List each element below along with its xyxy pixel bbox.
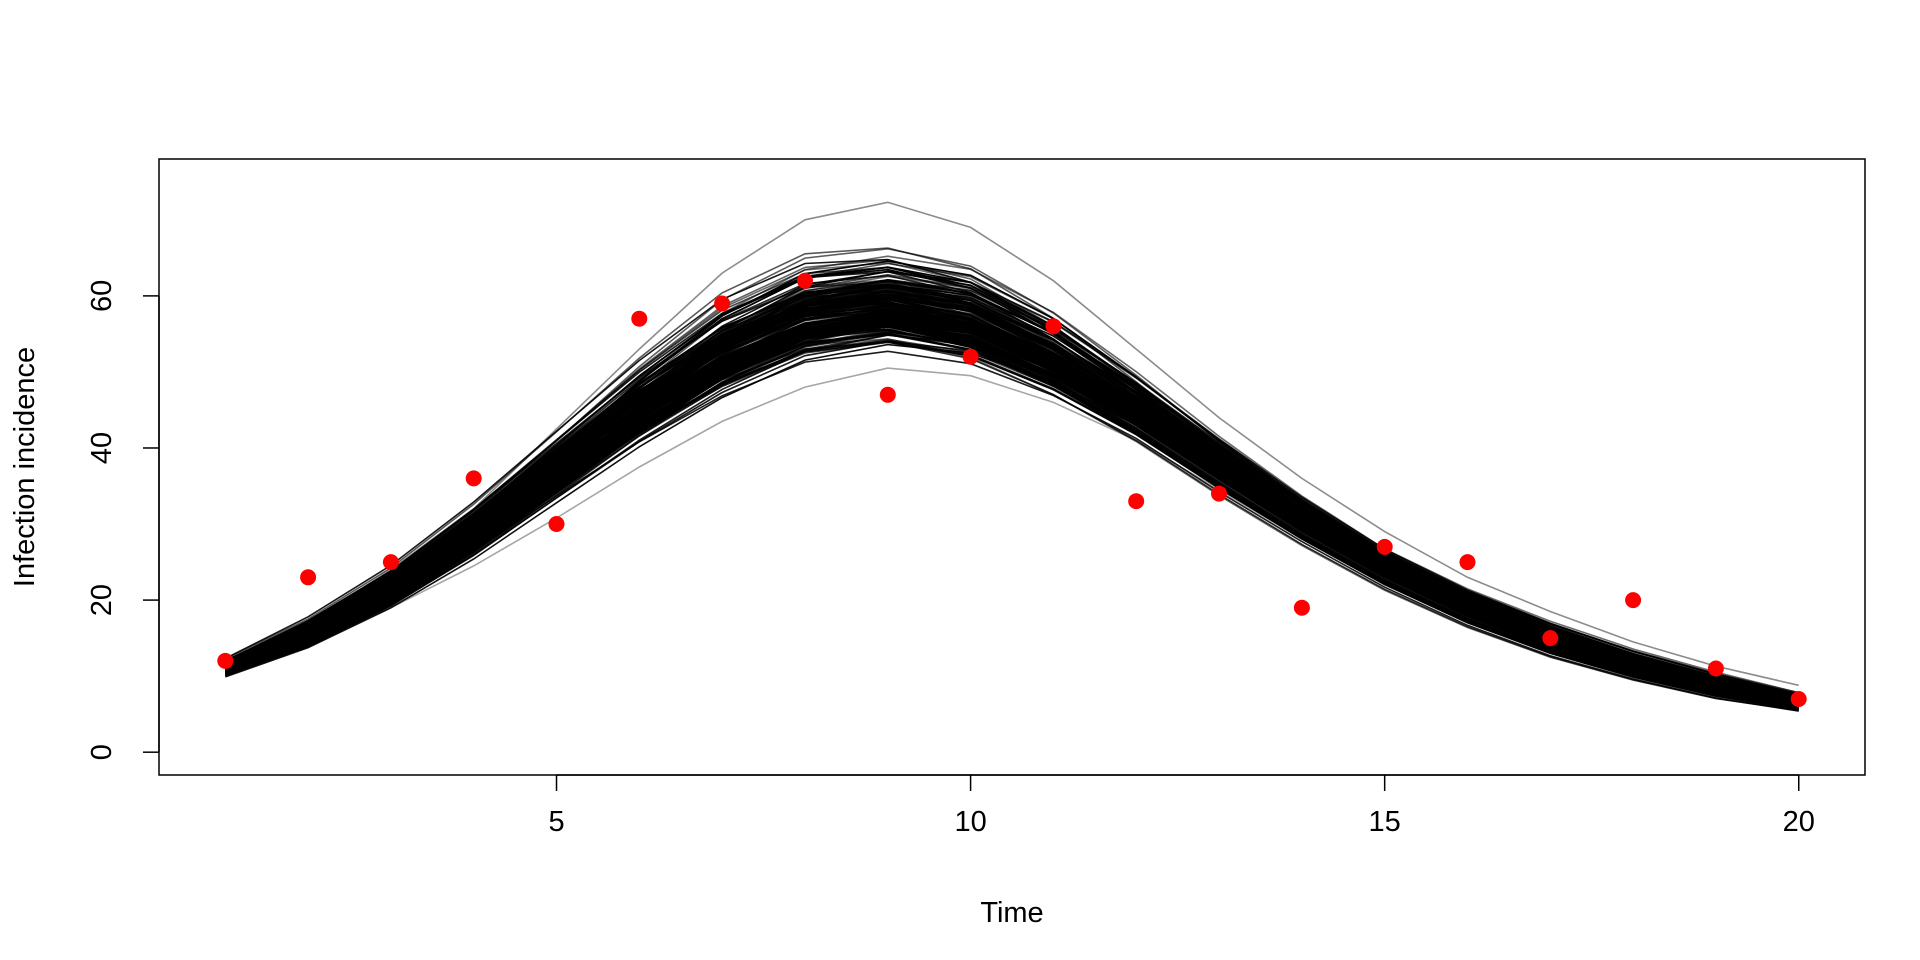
y-tick-label: 40 xyxy=(86,432,118,464)
y-tick-label: 60 xyxy=(86,280,118,312)
simulation-line xyxy=(225,323,1799,706)
observed-point xyxy=(962,348,979,365)
simulation-line xyxy=(224,315,1799,706)
observed-point xyxy=(548,516,565,532)
observed-point xyxy=(1045,318,1062,335)
simulation-line xyxy=(224,259,1799,697)
simulation-line-outlier xyxy=(225,367,1799,712)
y-tick-label: 0 xyxy=(86,744,118,760)
simulation-line xyxy=(225,332,1799,708)
observed-point xyxy=(300,569,317,586)
observed-point xyxy=(1293,599,1310,616)
observed-point xyxy=(879,386,896,403)
observed-point xyxy=(1790,691,1807,707)
simulation-line xyxy=(224,325,1799,709)
simulation-line xyxy=(224,247,1799,694)
observed-point xyxy=(1128,493,1145,510)
x-tick-label: 10 xyxy=(954,806,986,838)
x-tick-label: 20 xyxy=(1783,806,1815,838)
simulation-line xyxy=(225,275,1799,697)
observed-point xyxy=(1625,592,1642,609)
observed-point xyxy=(1542,630,1559,647)
observed-point xyxy=(1459,554,1476,571)
x-tick-label: 15 xyxy=(1369,806,1401,838)
simulation-line xyxy=(224,310,1799,706)
simulation-lines xyxy=(224,201,1799,712)
y-axis-title: Infection incidence xyxy=(9,347,41,587)
y-axis: 0 20 40 60 xyxy=(86,280,160,760)
observed-points xyxy=(217,272,1807,707)
observed-point xyxy=(631,310,648,327)
y-tick-label: 20 xyxy=(86,584,118,616)
observed-point xyxy=(1211,485,1227,502)
observed-point xyxy=(797,272,813,289)
x-axis-title: Time xyxy=(980,897,1043,929)
simulation-line-outlier xyxy=(224,201,1799,687)
observed-point xyxy=(465,470,482,487)
observed-point xyxy=(217,652,234,669)
observed-point xyxy=(714,295,731,312)
x-axis: 5 10 15 20 xyxy=(548,774,1815,838)
observed-point xyxy=(1707,660,1724,677)
simulation-line xyxy=(224,310,1799,705)
observed-point xyxy=(382,554,399,571)
x-tick-label: 5 xyxy=(548,806,564,838)
observed-point xyxy=(1376,538,1393,555)
